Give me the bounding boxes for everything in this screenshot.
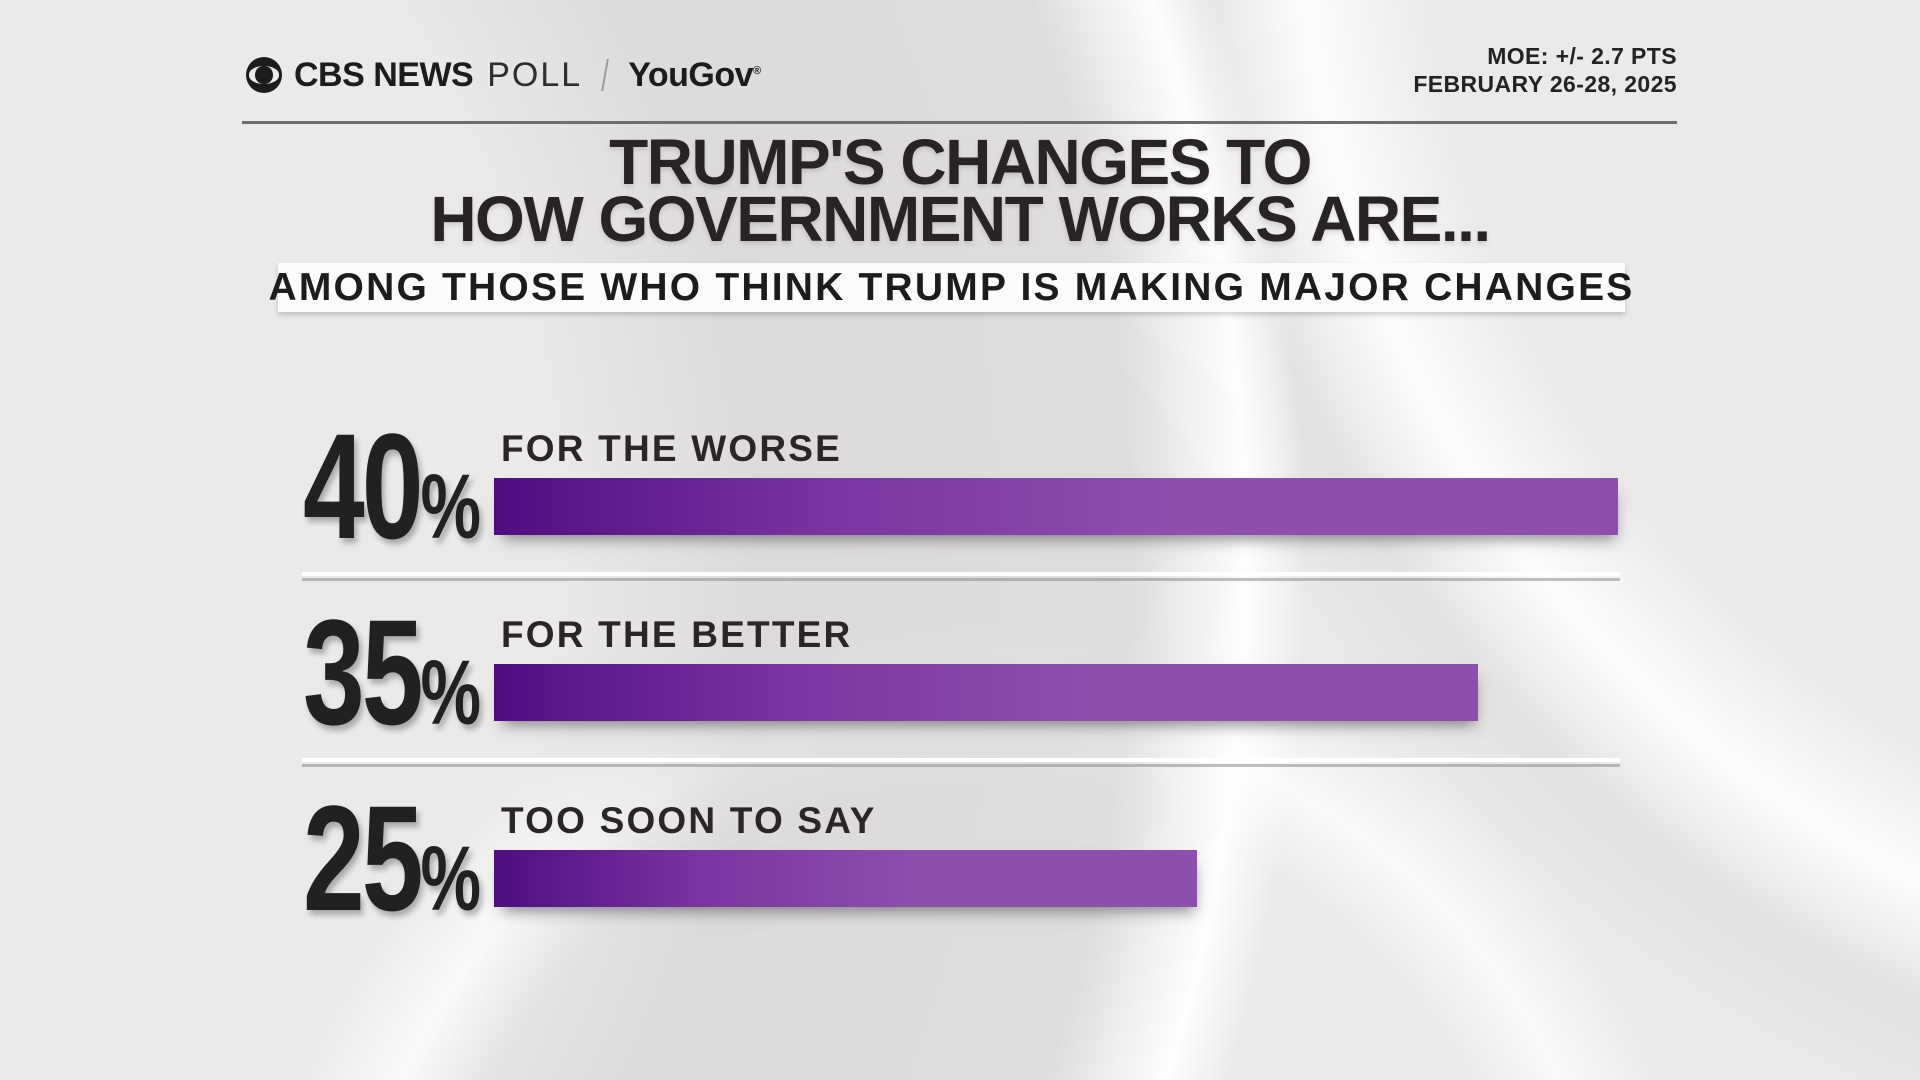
chart-title-line1: TRUMP'S CHANGES TO (609, 126, 1312, 198)
brand-cbs-news: CBS NEWS (294, 55, 474, 94)
value-number: 35 (303, 588, 424, 756)
date-line: FEBRUARY 26-28, 2025 (1413, 71, 1677, 97)
value-label: 35% (303, 597, 481, 747)
moe-line: MOE: +/- 2.7 PTS (1487, 43, 1677, 69)
chart-row: 35% FOR THE BETTER (0, 597, 1920, 792)
category-label: TOO SOON TO SAY (501, 800, 877, 841)
percent-sign: % (420, 828, 482, 930)
category-label: FOR THE WORSE (501, 428, 843, 469)
value-number: 40 (303, 402, 424, 570)
chart-row: 25% TOO SOON TO SAY (0, 783, 1920, 978)
value-label: 40% (303, 411, 481, 561)
value-label: 25% (303, 783, 481, 933)
chart-title-line2: HOW GOVERNMENT WORKS ARE... (430, 183, 1491, 255)
bar (494, 664, 1478, 721)
value-number: 25 (303, 774, 424, 942)
chart-title: TRUMP'S CHANGES TO HOW GOVERNMENT WORKS … (0, 126, 1920, 255)
brand-poll: POLL (487, 55, 583, 94)
bar (494, 478, 1618, 535)
row-separator (302, 572, 1620, 582)
chart-subtitle-box: AMONG THOSE WHO THINK TRUMP IS MAKING MA… (269, 263, 1632, 312)
brand-yougov: YouGov® (628, 55, 761, 94)
cbs-eye-icon (246, 57, 282, 93)
percent-sign: % (420, 642, 482, 744)
chart-subtitle: AMONG THOSE WHO THINK TRUMP IS MAKING MA… (268, 265, 1635, 309)
header-divider (242, 121, 1677, 124)
chart-row: 40% FOR THE WORSE (0, 411, 1920, 606)
bar (494, 850, 1197, 907)
percent-sign: % (420, 456, 482, 558)
registered-mark: ® (753, 64, 761, 77)
category-label: FOR THE BETTER (501, 614, 853, 655)
row-separator (302, 758, 1620, 768)
cbs-news-poll-logo: CBS NEWS POLL YouGov® (246, 54, 761, 96)
poll-meta: MOE: +/- 2.7 PTS FEBRUARY 26-28, 2025 (1413, 42, 1677, 98)
